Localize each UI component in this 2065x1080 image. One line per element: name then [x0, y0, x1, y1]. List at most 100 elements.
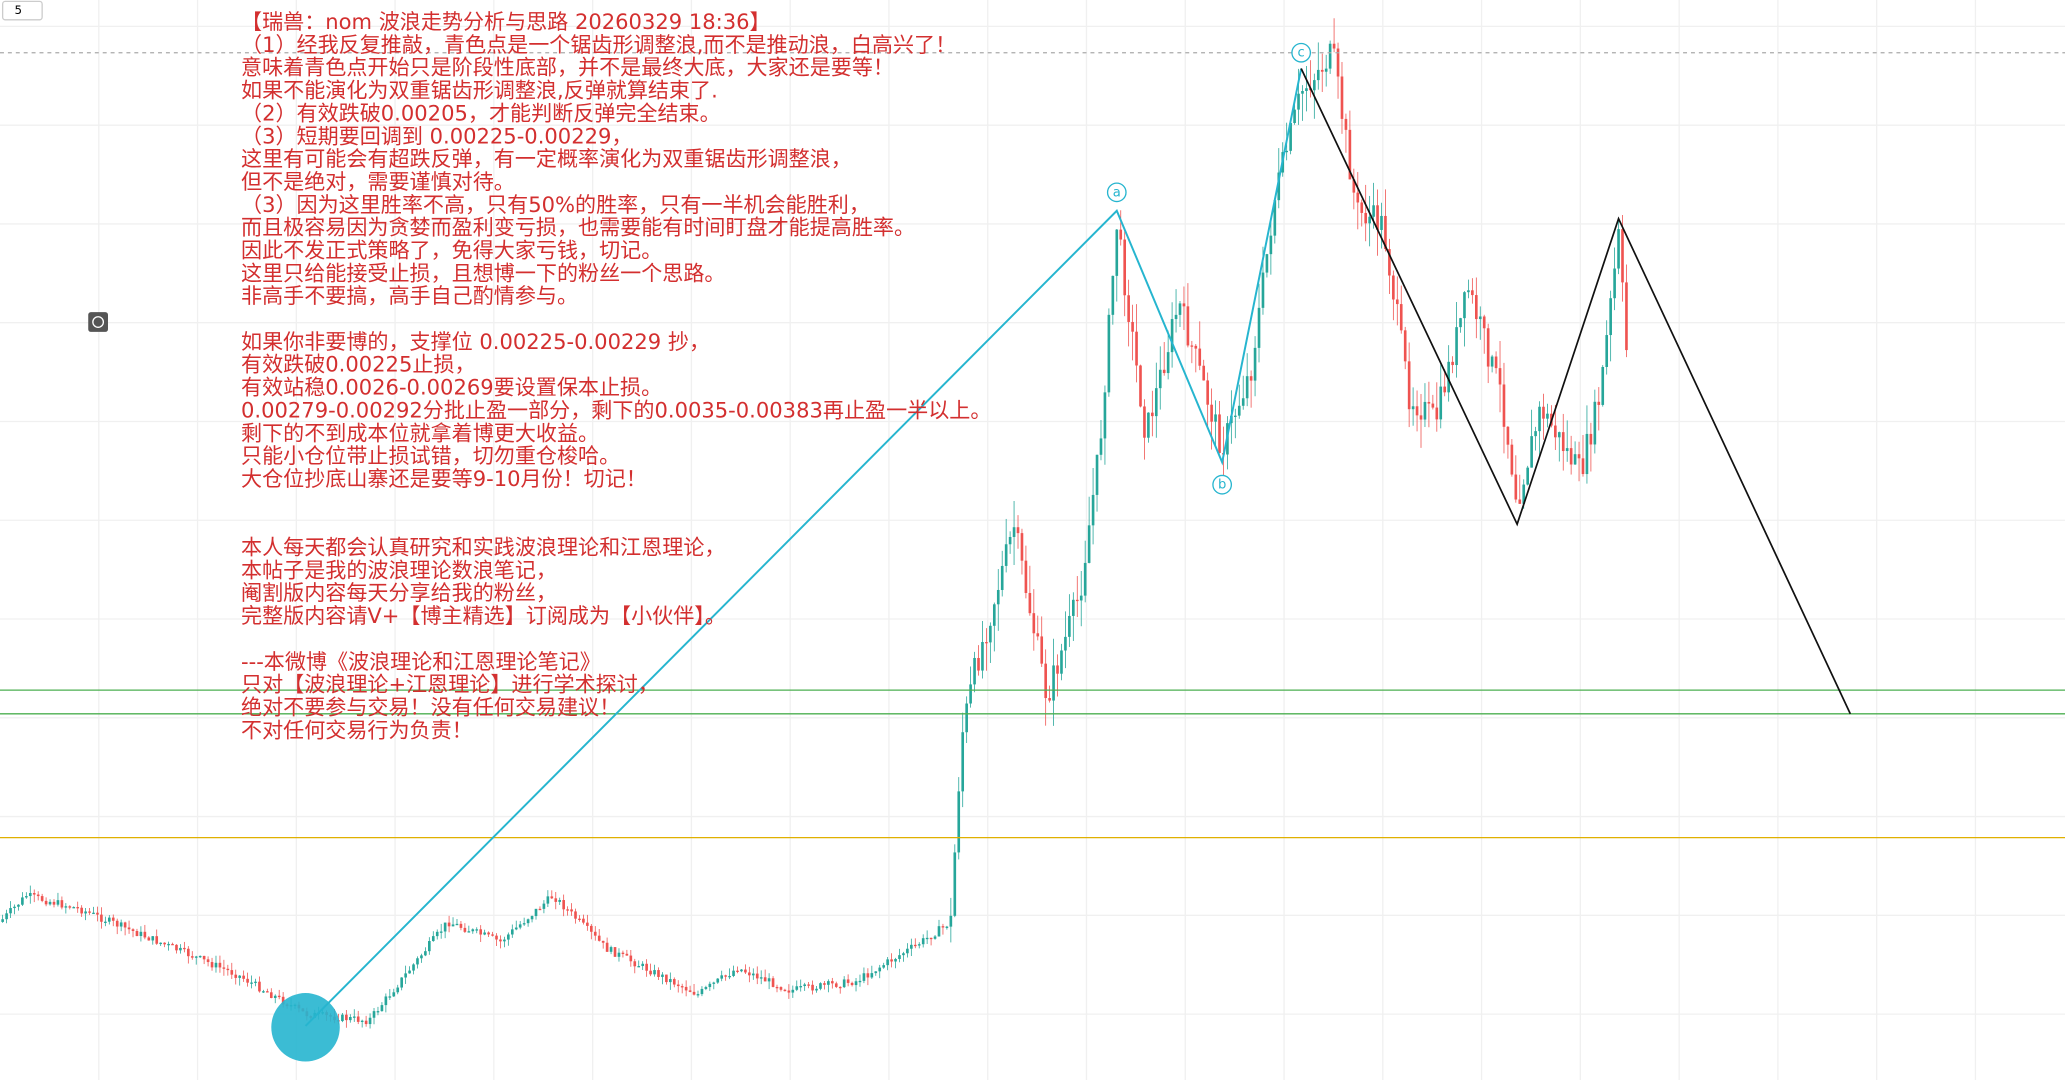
- candle-body: [751, 973, 755, 976]
- candle-body: [1162, 369, 1166, 374]
- candle-body: [526, 919, 530, 924]
- candle-body: [965, 703, 968, 733]
- candle-body: [1214, 414, 1217, 422]
- candle-body: [530, 916, 534, 920]
- candle-body: [491, 934, 494, 936]
- wave-label: b: [1218, 478, 1226, 493]
- annotation-line: （1）经我反复推敲，青色点是一个锯齿形调整浪,而不是推动浪，白高兴了！: [241, 32, 956, 57]
- candle-body: [1372, 205, 1375, 217]
- candle-body: [771, 978, 775, 987]
- candle-body: [25, 896, 28, 898]
- candle-body: [1356, 192, 1360, 203]
- candle-body: [416, 958, 419, 965]
- candle-body: [755, 973, 759, 979]
- candle-body: [929, 937, 933, 940]
- candle-body: [1328, 43, 1332, 69]
- candle-body: [1486, 328, 1490, 367]
- candle-body: [9, 908, 12, 914]
- candle-body: [1407, 361, 1411, 410]
- candle-body: [187, 948, 190, 957]
- crosshair-button[interactable]: [88, 312, 108, 332]
- candle-body: [1083, 562, 1087, 596]
- candle-body: [1506, 426, 1510, 445]
- annotation-line: 意味着青色点开始只是阶段性底部，并不是最终大底，大家还是要等！: [241, 55, 894, 80]
- candle-body: [111, 917, 115, 921]
- candle-body: [1415, 406, 1419, 416]
- candle-body: [56, 900, 60, 905]
- candle-body: [250, 982, 253, 984]
- candle-body: [1585, 433, 1589, 475]
- candle-body: [1364, 212, 1368, 224]
- candle-body: [72, 907, 76, 909]
- candle-body: [1182, 303, 1186, 307]
- candle-body: [159, 942, 162, 945]
- candle-body: [906, 948, 909, 954]
- candle-body: [1471, 290, 1474, 296]
- candle-body: [1439, 386, 1443, 420]
- candle-body: [1233, 415, 1237, 417]
- candle-body: [834, 983, 838, 987]
- candle-body: [1123, 239, 1127, 296]
- candle-body: [1261, 272, 1265, 308]
- candle-body: [1044, 663, 1047, 699]
- candle-body: [1249, 376, 1253, 381]
- candle-body: [1534, 431, 1537, 437]
- candle-body: [961, 732, 965, 792]
- candle-body: [1589, 433, 1593, 445]
- candle-body: [617, 952, 621, 957]
- candle-body: [1127, 295, 1130, 322]
- wave-label-b: b: [1212, 474, 1233, 495]
- candle-body: [866, 973, 870, 978]
- candle-body: [360, 1020, 364, 1022]
- candle-body: [637, 966, 641, 968]
- candle-body: [712, 982, 716, 984]
- annotation-line: 这里有可能会有超跌反弹，有一定概率演化为双重锯齿形调整浪，: [241, 146, 852, 171]
- candle-body: [554, 898, 558, 902]
- interval-button[interactable]: 5: [1, 0, 43, 21]
- candle-body: [688, 990, 692, 992]
- candle-body: [179, 947, 182, 951]
- candle-body: [625, 953, 629, 956]
- annotation-line: 绝对不要参与交易！没有任何交易建议！: [241, 694, 620, 719]
- candle-body: [657, 970, 660, 977]
- candle-body: [1099, 438, 1103, 455]
- candle-body: [183, 947, 186, 950]
- candle-body: [1004, 544, 1008, 566]
- candle-body: [1178, 303, 1182, 315]
- candle-body: [1103, 392, 1107, 439]
- candle-body: [28, 893, 32, 897]
- candle-body: [428, 941, 431, 952]
- candle-body: [1305, 88, 1308, 91]
- candle-body: [48, 901, 52, 905]
- candle-body: [514, 927, 518, 930]
- candle-body: [439, 931, 443, 933]
- candle-body: [5, 913, 8, 920]
- wave-label: a: [1113, 185, 1121, 200]
- candle-body: [167, 943, 170, 946]
- candle-body: [376, 1011, 380, 1013]
- candle-body: [1344, 118, 1348, 130]
- candle-body: [1028, 592, 1032, 614]
- annotation-line: （2）有效跌破0.00205，才能判断反弹完全结束。: [241, 100, 721, 125]
- candle-body: [495, 935, 498, 940]
- candle-body: [1605, 335, 1609, 367]
- candle-body: [700, 988, 704, 995]
- candle-body: [590, 925, 593, 932]
- candle-body: [368, 1017, 372, 1025]
- candle-body: [1447, 361, 1450, 393]
- candle-body: [1625, 282, 1628, 351]
- annotation-line: ---本微博《波浪理论和江恩理论笔记》: [241, 649, 601, 674]
- candle-body: [811, 984, 814, 991]
- candle-body: [1320, 69, 1324, 72]
- candle-body: [175, 944, 178, 951]
- candle-body: [1048, 698, 1051, 701]
- candle-body: [692, 991, 696, 995]
- candle-body: [1056, 665, 1059, 674]
- interval-label[interactable]: 5: [14, 3, 22, 17]
- candle-body: [890, 959, 893, 962]
- candle-body: [1455, 327, 1458, 366]
- candle-body: [819, 983, 822, 989]
- candle-body: [44, 900, 48, 905]
- candle-body: [107, 917, 111, 922]
